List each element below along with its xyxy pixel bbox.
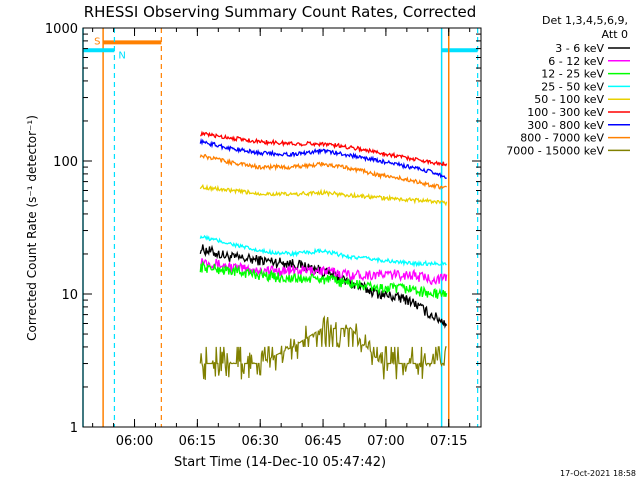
marker-s: S <box>94 28 162 427</box>
marker-label: S <box>94 36 100 47</box>
marker-edge-2 <box>440 28 479 427</box>
series-line-7000-15000-kev <box>199 315 447 380</box>
x-tick-label: 06:45 <box>304 434 341 449</box>
x-tick-label: 06:00 <box>116 434 153 449</box>
y-tick-label: 1 <box>70 421 78 436</box>
legend-subheader: Att 0 <box>602 28 628 41</box>
marker-label: N <box>118 50 125 61</box>
chart-title: RHESSI Observing Summary Count Rates, Co… <box>84 3 477 21</box>
x-tick-label: 07:00 <box>367 434 404 449</box>
series-line-300-800-kev <box>199 137 447 180</box>
legend-header: Det 1,3,4,5,6,9, <box>542 14 628 27</box>
series-line-800-7000-kev <box>199 153 447 190</box>
legend-entry-50-100-kev: 50 - 100 keV <box>534 93 604 106</box>
series-layer <box>199 130 448 380</box>
plot-frame <box>82 27 482 428</box>
timestamp: 17-Oct-2021 18:58 <box>560 469 636 478</box>
series-line-6-12-kev <box>199 258 448 286</box>
y-tick-label: 1000 <box>45 22 78 37</box>
legend-entry-800-7000-kev: 800 - 7000 keV <box>520 132 604 145</box>
legend-entry-3-6-kev: 3 - 6 keV <box>555 42 604 55</box>
x-tick-label: 07:15 <box>430 434 467 449</box>
x-axis-label: Start Time (14-Dec-10 05:47:42) <box>174 455 386 470</box>
legend-entry-300-800-kev: 300 - 800 keV <box>527 119 604 132</box>
marker-n: N <box>82 28 126 427</box>
series-line-25-50-kev <box>199 234 447 268</box>
legend-entry-12-25-kev: 12 - 25 keV <box>541 68 604 81</box>
x-tick-label: 06:15 <box>179 434 216 449</box>
series-line-100-300-kev <box>200 130 448 167</box>
series-line-12-25-kev <box>199 260 448 299</box>
legend-entry-7000-15000-kev: 7000 - 15000 keV <box>506 144 604 157</box>
legend-entry-25-50-kev: 25 - 50 keV <box>541 80 604 93</box>
y-tick-label: 100 <box>53 155 78 170</box>
axis-ticks: 06:00 06:15 06:30 06:45 07:00 07:15 1 10 100 1000 <box>45 22 481 449</box>
y-tick-label: 10 <box>61 288 78 303</box>
legend-entry-6-12-kev: 6 - 12 keV <box>548 55 604 68</box>
x-tick-label: 06:30 <box>241 434 278 449</box>
y-axis-label: Corrected Count Rate (s⁻¹ detector⁻¹) <box>25 115 39 341</box>
series-line-3-6-kev <box>199 244 448 329</box>
legend-entry-100-300-kev: 100 - 300 keV <box>527 106 604 119</box>
series-line-50-100-kev <box>199 183 448 207</box>
